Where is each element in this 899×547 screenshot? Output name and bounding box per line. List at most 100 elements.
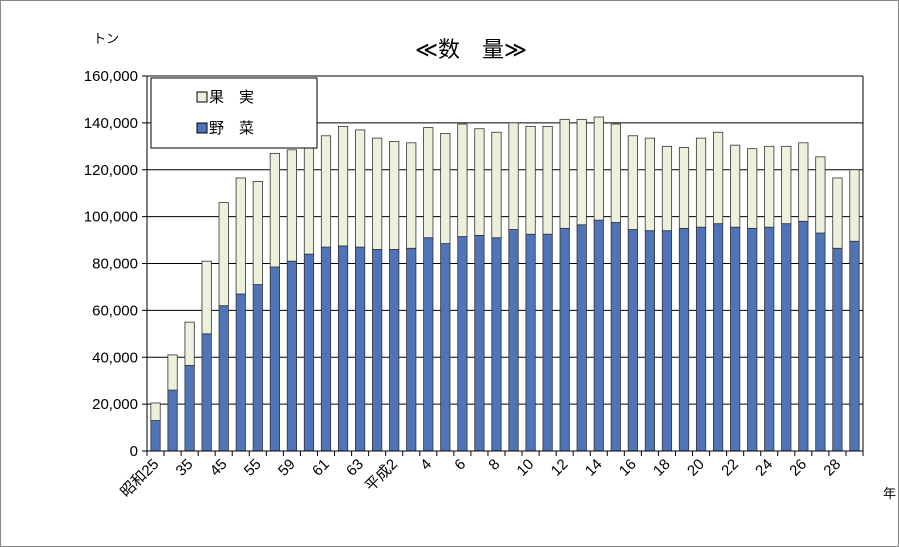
bar-fruits: [730, 144, 741, 228]
bar-fruits: [576, 118, 587, 226]
x-tick-label: 24: [752, 456, 776, 480]
bar-vegetables: [747, 227, 758, 452]
x-axis-unit-label: 年: [883, 486, 896, 501]
legend-box: [150, 77, 318, 149]
bar-vegetables: [286, 260, 297, 452]
bar-vegetables: [218, 305, 229, 452]
bar-vegetables: [815, 232, 826, 452]
bar-fruits: [423, 127, 434, 239]
bar-vegetables: [201, 333, 212, 452]
bar-fruits: [798, 142, 809, 222]
x-tick-label: 59: [275, 456, 299, 480]
y-axis-ticks: 0 20,000 40,000 60,000 80,000 100,000 120,000 1…: [84, 68, 147, 460]
legend-swatch-fruits: [196, 91, 208, 103]
bar-fruits: [184, 321, 195, 366]
bar-fruits: [150, 402, 161, 421]
bar-vegetables: [337, 245, 349, 452]
bar-fruits: [747, 148, 758, 229]
bar-fruits: [764, 145, 775, 228]
bar-fruits: [355, 129, 366, 248]
bar-fruits: [593, 116, 604, 221]
bar-fruits: [627, 135, 638, 230]
x-tick-label: 平成2: [362, 456, 401, 495]
x-tick-label: 26: [786, 456, 810, 480]
legend-label-vegetables: 野 菜: [209, 120, 254, 137]
x-tick-label: 14: [582, 456, 606, 480]
bar-vegetables: [423, 237, 434, 452]
y-tick-label: 140,000: [84, 115, 138, 132]
bar-vegetables: [559, 227, 570, 452]
x-tick-label: 55: [241, 456, 265, 480]
bar-fruits: [440, 133, 451, 244]
x-tick-label: 35: [173, 456, 197, 480]
bar-fruits: [661, 145, 673, 232]
y-tick-label: 80,000: [92, 256, 138, 273]
x-tick-label: 18: [650, 456, 674, 480]
bar-vegetables: [406, 247, 417, 452]
bar-fruits: [491, 131, 502, 239]
y-tick-label: 40,000: [92, 349, 138, 366]
bar-vegetables: [508, 229, 519, 452]
x-tick-label: 61: [309, 456, 333, 480]
x-tick-label: 20: [684, 456, 708, 480]
legend: 果 実 野 菜: [150, 77, 318, 149]
bar-vegetables: [678, 227, 690, 452]
bar-vegetables: [627, 229, 638, 452]
bar-vegetables: [593, 219, 604, 452]
x-tick-label: 28: [820, 456, 844, 480]
bar-vegetables: [167, 389, 178, 452]
bar-fruits: [508, 122, 519, 230]
bars: [150, 116, 860, 452]
bar-vegetables: [849, 240, 860, 452]
bar-vegetables: [184, 365, 195, 452]
x-tick-label: 10: [514, 456, 538, 480]
y-tick-label: 20,000: [92, 396, 138, 413]
bar-fruits: [542, 125, 553, 235]
bar-vegetables: [269, 266, 280, 452]
bar-vegetables: [832, 247, 843, 452]
bar-fruits: [695, 137, 707, 228]
bar-fruits: [269, 152, 280, 268]
bar-vegetables: [525, 233, 536, 452]
y-tick-label: 0: [130, 443, 138, 460]
bar-fruits: [474, 128, 485, 236]
y-axis-unit-label: トン: [93, 31, 119, 46]
bar-vegetables: [730, 226, 741, 452]
y-tick-label: 60,000: [92, 302, 138, 319]
bar-fruits: [559, 118, 570, 229]
bar-fruits: [201, 260, 212, 335]
x-tick-label: 8: [485, 456, 503, 474]
bar-fruits: [525, 125, 536, 235]
bar-vegetables: [389, 249, 400, 452]
bar-vegetables: [798, 220, 809, 452]
bar-fruits: [678, 147, 690, 229]
x-tick-label: 63: [343, 456, 367, 480]
bar-vegetables: [610, 222, 621, 452]
bar-fruits: [218, 202, 229, 307]
bar-fruits: [815, 156, 826, 234]
x-tick-label: 6: [451, 456, 469, 474]
bar-vegetables: [542, 233, 553, 452]
bar-vegetables: [576, 224, 587, 452]
bar-fruits: [286, 149, 297, 262]
legend-label-fruits: 果 実: [209, 89, 254, 106]
bar-fruits: [235, 177, 246, 295]
y-tick-label: 120,000: [84, 162, 138, 179]
x-tick-label: 22: [718, 456, 742, 480]
bar-vegetables: [303, 253, 315, 452]
x-tick-label: 45: [207, 456, 231, 480]
bar-fruits: [167, 354, 178, 391]
bar-fruits: [644, 137, 655, 232]
bar-vegetables: [355, 246, 366, 452]
bar-fruits: [610, 123, 621, 223]
bar-fruits: [713, 131, 724, 225]
bar-vegetables: [695, 226, 707, 452]
bar-fruits: [337, 125, 349, 247]
bar-vegetables: [372, 249, 383, 452]
bar-vegetables: [235, 293, 246, 452]
chart-title: ≪数 量≫: [415, 37, 527, 62]
legend-swatch-vegetables: [196, 122, 208, 134]
bar-vegetables: [661, 230, 673, 452]
